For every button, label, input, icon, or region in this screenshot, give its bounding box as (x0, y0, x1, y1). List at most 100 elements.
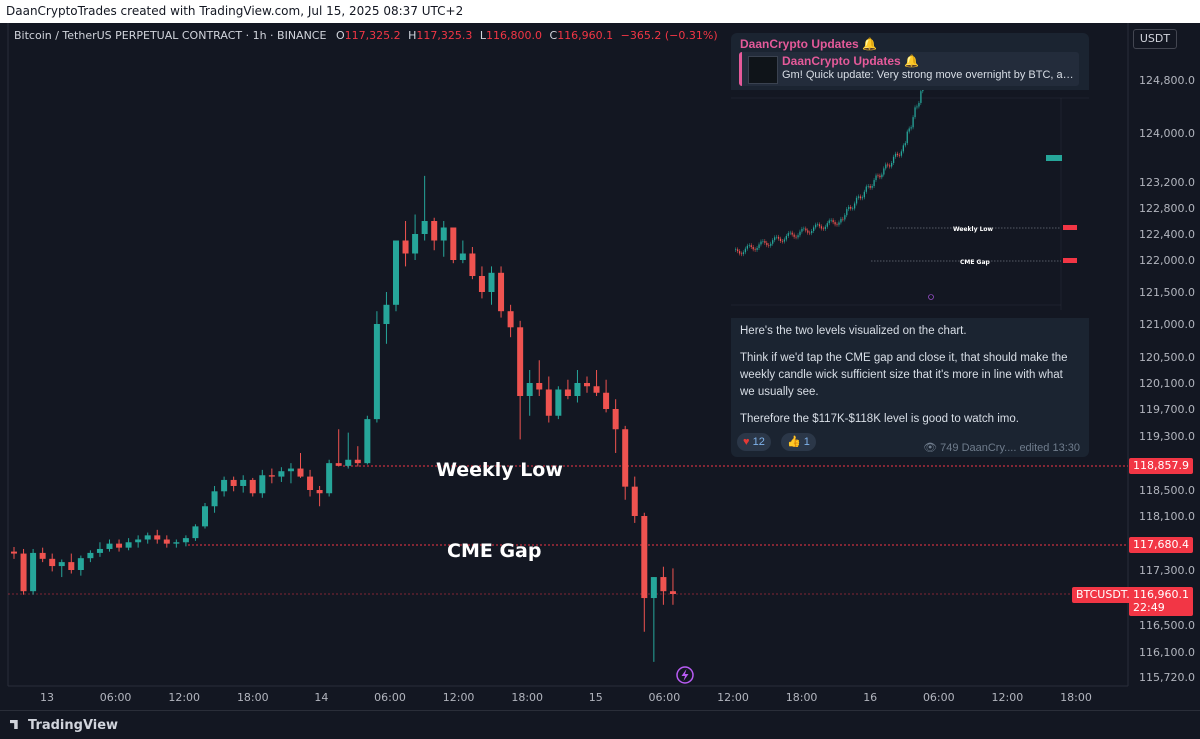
price-tick-label: 116,100.0 (1139, 646, 1195, 659)
candle-body (507, 311, 514, 328)
time-tick-label: 18:00 (1060, 691, 1092, 704)
price-tick-label: 115,720.0 (1139, 671, 1195, 684)
chart-attribution: DaanCryptoTrades created with TradingVie… (6, 4, 464, 18)
tradingview-logo-icon (10, 720, 18, 729)
heart-reaction[interactable]: ♥ 12 (737, 433, 771, 451)
candle-body (240, 479, 247, 486)
mini-cme-gap-label: CME Gap (960, 259, 991, 266)
candle-body (249, 479, 256, 494)
message-body: Here's the two levels visualized on the … (740, 323, 1080, 438)
price-tick-label: 118,100.0 (1139, 510, 1195, 523)
telegram-post-card: DaanCrypto Updates 🔔 DaanCrypto Updates … (731, 33, 1089, 457)
heart-icon: ♥ (743, 436, 750, 448)
time-tick-label: 06:00 (923, 691, 955, 704)
candle-body (20, 553, 27, 592)
edited-time: edited 13:30 (1019, 442, 1080, 454)
candle-body (603, 392, 610, 409)
time-tick-label: 06:00 (649, 691, 681, 704)
price-tick-label: 122,800.0 (1139, 202, 1195, 215)
thumbs-up-reaction-count: 1 (803, 436, 810, 448)
time-tick-label: 06:00 (100, 691, 132, 704)
price-tick-label: 118,500.0 (1139, 484, 1195, 497)
message-paragraph: Therefore the $117K-$118K level is good … (740, 413, 1019, 425)
candle-body (106, 543, 113, 549)
time-tick-label: 12:00 (717, 691, 749, 704)
tradingview-logo[interactable]: TradingView (10, 718, 118, 733)
candle-body (641, 516, 648, 599)
candle-body (202, 506, 208, 527)
price-tick-label: 119,700.0 (1139, 403, 1195, 416)
time-tick-label: 13 (40, 691, 54, 704)
price-tick-label: 123,200.0 (1139, 176, 1195, 189)
change-value: −365.2 (−0.31%) (620, 29, 718, 42)
price-axis[interactable] (1128, 23, 1200, 693)
candle-body (574, 383, 581, 396)
candle-body (526, 383, 533, 396)
candles (11, 175, 676, 662)
candlestick-chart[interactable]: 124,800.0 124,000.0 123,200.0 122,800.0 122,… (0, 23, 1200, 716)
candle-body (326, 463, 333, 494)
candle-body (154, 535, 161, 540)
candle-body (173, 542, 180, 544)
candle-body (412, 234, 419, 254)
price-tick-label: 121,500.0 (1139, 286, 1195, 299)
candle-body (307, 476, 314, 490)
candle-body (39, 552, 46, 559)
candle-body (536, 383, 543, 390)
author-signature: DaanCry.... (961, 442, 1017, 454)
candle-body (316, 490, 323, 494)
thumbs-up-icon: 👍 (787, 436, 801, 448)
reply-quote[interactable]: DaanCrypto Updates 🔔 Gm! Quick update: V… (739, 52, 1079, 86)
currency-button[interactable]: USDT (1133, 29, 1177, 49)
brand-name: TradingView (28, 718, 119, 733)
symbol-name: Bitcoin / TetherUS PERPETUAL CONTRACT · … (14, 29, 327, 42)
candle-body (440, 227, 447, 241)
channel-name[interactable]: DaanCrypto Updates 🔔 (740, 37, 877, 51)
price-tick-label: 120,500.0 (1139, 351, 1195, 364)
mini-weekly-low-label: Weekly Low (953, 226, 994, 233)
quote-text: Gm! Quick update: Very strong move overn… (782, 69, 1074, 81)
time-tick-label: 12:00 (443, 691, 475, 704)
candle-body (373, 324, 380, 420)
candle-body (30, 552, 37, 592)
mini-chart-snapshot: Weekly Low CME Gap (731, 75, 1089, 318)
current-price: 116,960.1 (1133, 588, 1189, 601)
current-price-tag: 116,960.1 22:49 (1129, 587, 1193, 616)
low-label: L (479, 29, 487, 42)
candle-body (517, 327, 524, 396)
message-paragraph: Here's the two levels visualized on the … (740, 325, 967, 337)
candle-body (431, 221, 438, 241)
candle-body (488, 272, 495, 292)
lightning-icon[interactable] (676, 666, 694, 684)
candle-body (498, 272, 505, 312)
candle-body (335, 463, 342, 466)
bar-countdown: 22:49 (1133, 601, 1165, 614)
time-tick-label: 15 (589, 691, 603, 704)
weekly-low-price-tag: 118,857.9 (1129, 458, 1193, 474)
candle-body (278, 471, 285, 477)
candle-body (564, 389, 571, 396)
candle-body (450, 227, 457, 260)
attached-chart-image[interactable]: Weekly Low CME Gap (731, 75, 1089, 318)
candle-body (211, 491, 218, 507)
time-tick-label: 18:00 (237, 691, 269, 704)
candle-body (650, 577, 657, 599)
open-label: O (335, 29, 345, 42)
thumbs-up-reaction[interactable]: 👍 1 (781, 433, 816, 451)
candle-body (49, 558, 56, 567)
candle-body (297, 468, 304, 477)
candle-body (268, 475, 275, 477)
candle-body (593, 386, 600, 393)
symbol-tag: BTCUSDT.P (1072, 587, 1141, 603)
price-tick-label: 122,000.0 (1139, 254, 1195, 267)
price-tick-label: 120,100.0 (1139, 377, 1195, 390)
candle-body (421, 221, 428, 234)
price-axis-ticks: 124,800.0 124,000.0 123,200.0 122,800.0 122,… (1139, 74, 1195, 684)
price-tick-label: 116,500.0 (1139, 619, 1195, 632)
candle-body (125, 542, 132, 548)
candle-body (135, 539, 142, 543)
level-lines (8, 465, 1128, 595)
weekly-low-annotation: Weekly Low (436, 459, 563, 481)
price-tick-label: 124,800.0 (1139, 74, 1195, 87)
high-label: H (408, 29, 417, 42)
